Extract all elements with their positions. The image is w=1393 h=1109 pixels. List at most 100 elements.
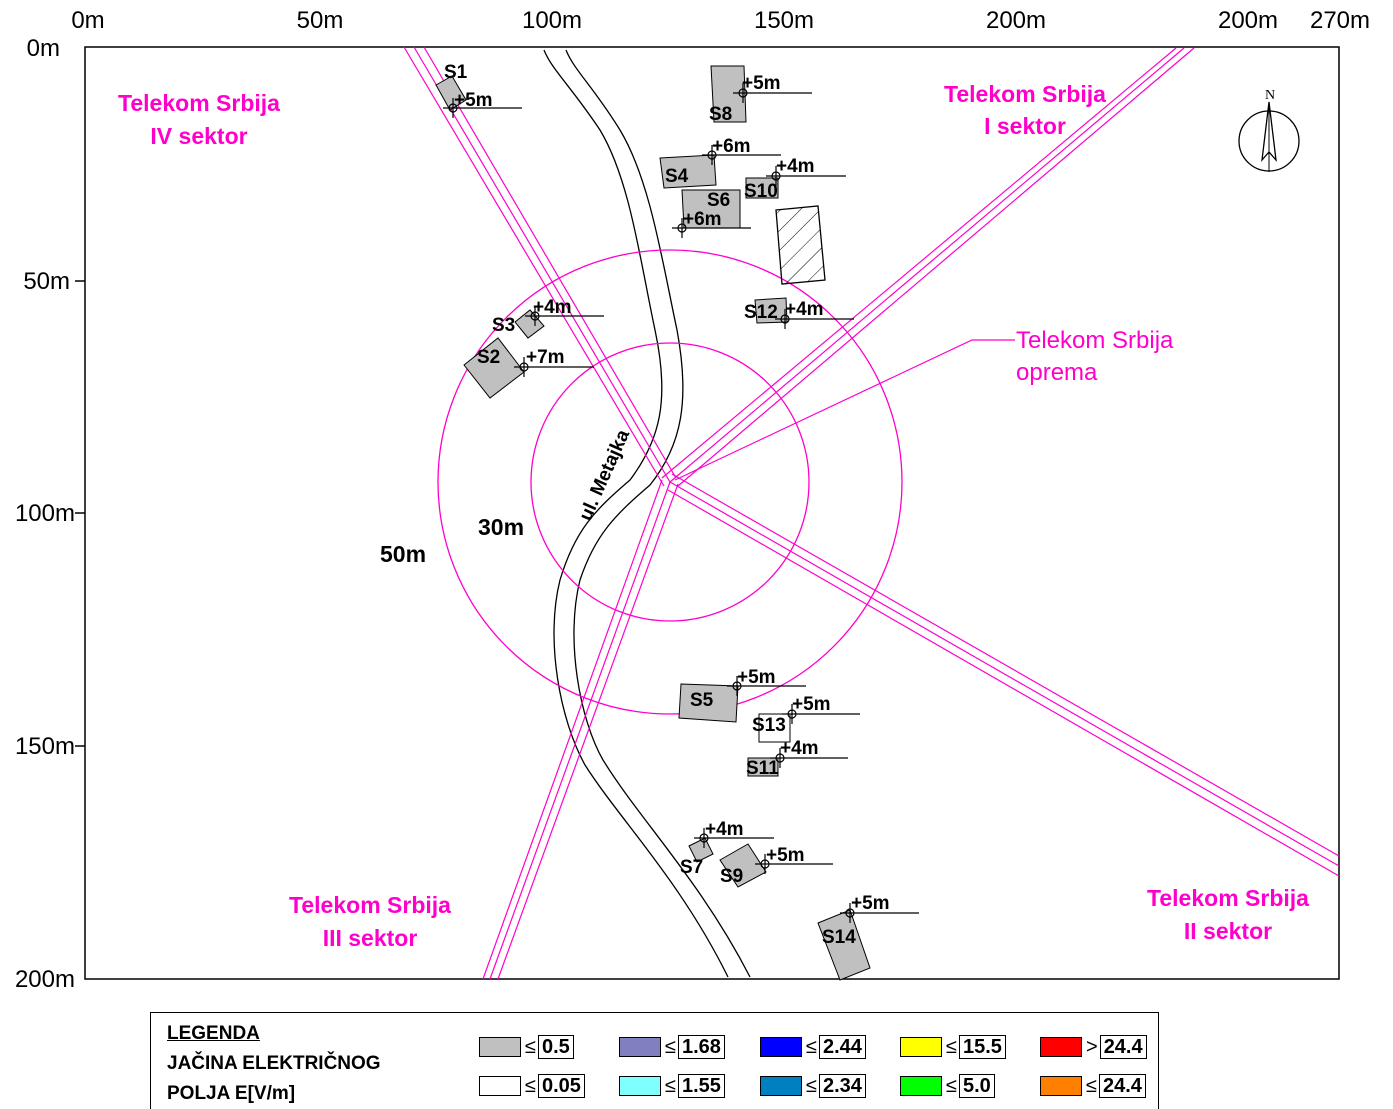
building-label: S8 [709, 104, 732, 125]
building-s8 [710, 65, 747, 123]
site-map: 0m 50m 100m 150m 200m 200m 270m 0m 50m 1… [15, 7, 1370, 993]
legend-swatch [619, 1076, 661, 1096]
sector-4-label-line2: IV sektor [150, 123, 247, 149]
legend-value: 15.5 [958, 1035, 1006, 1059]
building-label: S11 [746, 758, 779, 779]
equipment-label-line1: Telekom Srbija [1016, 327, 1174, 354]
measurement-label: +4m [785, 299, 824, 320]
measurement-label: +4m [705, 819, 744, 840]
building-s14 [817, 909, 871, 981]
equipment-label-line2: oprema [1016, 359, 1098, 386]
street [543, 49, 751, 978]
building-s3 [514, 309, 545, 339]
measurement-label: +5m [737, 667, 776, 688]
legend-item: ≤ 15.5 [900, 1035, 1006, 1059]
x-tick: 200m [1218, 7, 1278, 34]
building-s11 [747, 757, 779, 777]
legend-swatch [760, 1037, 802, 1057]
x-tick: 150m [754, 7, 814, 34]
measurement-label: +4m [776, 156, 815, 177]
measurement-labels: +5m +7m +4m +6m +5m +6m +4m +5m +5m +4m … [454, 73, 890, 914]
legend-swatch [1040, 1076, 1082, 1096]
sector-1-label-line2: I sektor [984, 113, 1066, 139]
building-label: S4 [665, 166, 689, 187]
legend-swatch [760, 1076, 802, 1096]
legend-value: 0.5 [537, 1035, 574, 1059]
legend-subtitle-2: POLJA E[V/m] [167, 1083, 296, 1104]
x-tick: 100m [522, 7, 582, 34]
legend-item: ≤ 24.4 [1040, 1074, 1146, 1098]
x-tick: 50m [297, 7, 344, 34]
legend-item: > 24.4 [1040, 1035, 1147, 1059]
building-label: S3 [492, 315, 515, 336]
building-label: S9 [720, 866, 743, 887]
measurement-s9 [755, 854, 833, 874]
measurement-s4 [702, 145, 781, 165]
legend-heading: LEGENDA [167, 1023, 260, 1044]
building-label: S13 [752, 715, 786, 736]
measurement-s5 [727, 676, 806, 696]
x-tick: 200m [986, 7, 1046, 34]
base-station-building [775, 205, 826, 285]
radius-30m-label: 30m [478, 514, 524, 540]
y-tick: 100m [15, 500, 75, 527]
measurement-s8 [733, 83, 812, 103]
measurement-s7 [694, 828, 774, 848]
beam-sector-3 [482, 479, 679, 980]
measurement-label: +4m [533, 297, 572, 318]
legend-swatch [900, 1037, 942, 1057]
x-axis: 0m 50m 100m 150m 200m 200m 270m [71, 7, 1370, 34]
legend-subtitle-1: JAČINA ELEKTRIČNOG [167, 1053, 381, 1074]
building-label: S1 [444, 62, 468, 83]
building-label: S12 [744, 302, 778, 323]
sector-2-label-line2: II sektor [1184, 918, 1272, 944]
measurement-label: +5m [742, 73, 781, 94]
building-label: S2 [477, 347, 500, 368]
legend-item: ≤ 1.68 [619, 1035, 725, 1059]
legend-title: LEGENDA JAČINA ELEKTRIČNOG POLJA E[V/m] [167, 1019, 381, 1109]
measurement-s13 [782, 704, 860, 724]
legend-swatch [479, 1076, 521, 1096]
sector-1-label-line1: Telekom Srbija [944, 81, 1106, 107]
measurement-s1 [443, 98, 522, 118]
legend-item: ≤ 2.34 [760, 1074, 866, 1098]
y-tick: 50m [23, 268, 70, 295]
building-label: S10 [744, 181, 778, 202]
legend-swatch [479, 1037, 521, 1057]
north-arrow-icon: N [1238, 88, 1300, 172]
legend-item: ≤ 5.0 [900, 1074, 995, 1098]
radius-50m-label: 50m [380, 541, 426, 567]
building-s1 [435, 75, 467, 111]
measurement-label: +5m [766, 845, 805, 866]
building-s9 [719, 843, 767, 888]
building-s10 [745, 177, 779, 199]
legend-value: 2.34 [818, 1074, 866, 1098]
building-s7 [688, 837, 714, 863]
building-s4 [659, 154, 717, 189]
legend-swatch [619, 1037, 661, 1057]
buildings [435, 65, 871, 981]
legend-value: 24.4 [1098, 1074, 1146, 1098]
measurement-s3 [525, 306, 604, 326]
legend-value: 1.68 [677, 1035, 725, 1059]
sector-2-label-line1: Telekom Srbija [1147, 885, 1309, 911]
measurement-s2 [514, 357, 594, 377]
building-label: S6 [707, 190, 730, 211]
measurement-s10 [766, 166, 846, 186]
legend-item: ≤ 1.55 [619, 1074, 725, 1098]
y-tick: 0m [27, 35, 60, 62]
north-label: N [1265, 88, 1275, 103]
measurement-s12 [775, 309, 854, 329]
building-label: S7 [680, 857, 703, 878]
measurement-label: +7m [526, 347, 565, 368]
legend-item: ≤ 0.05 [479, 1074, 585, 1098]
y-tick: 200m [15, 966, 75, 993]
y-tick: 150m [15, 733, 75, 760]
legend-value: 1.55 [677, 1074, 725, 1098]
measurement-s11 [770, 748, 848, 768]
equipment-leader-line [674, 339, 1015, 481]
measurement-label: +5m [851, 893, 890, 914]
building-labels: S1 S2 S3 S4 S5 S6 S7 S8 S9 S10 S11 S12 S… [444, 62, 856, 948]
measurement-label: +6m [712, 136, 751, 157]
radius-30m-circle [530, 342, 810, 622]
